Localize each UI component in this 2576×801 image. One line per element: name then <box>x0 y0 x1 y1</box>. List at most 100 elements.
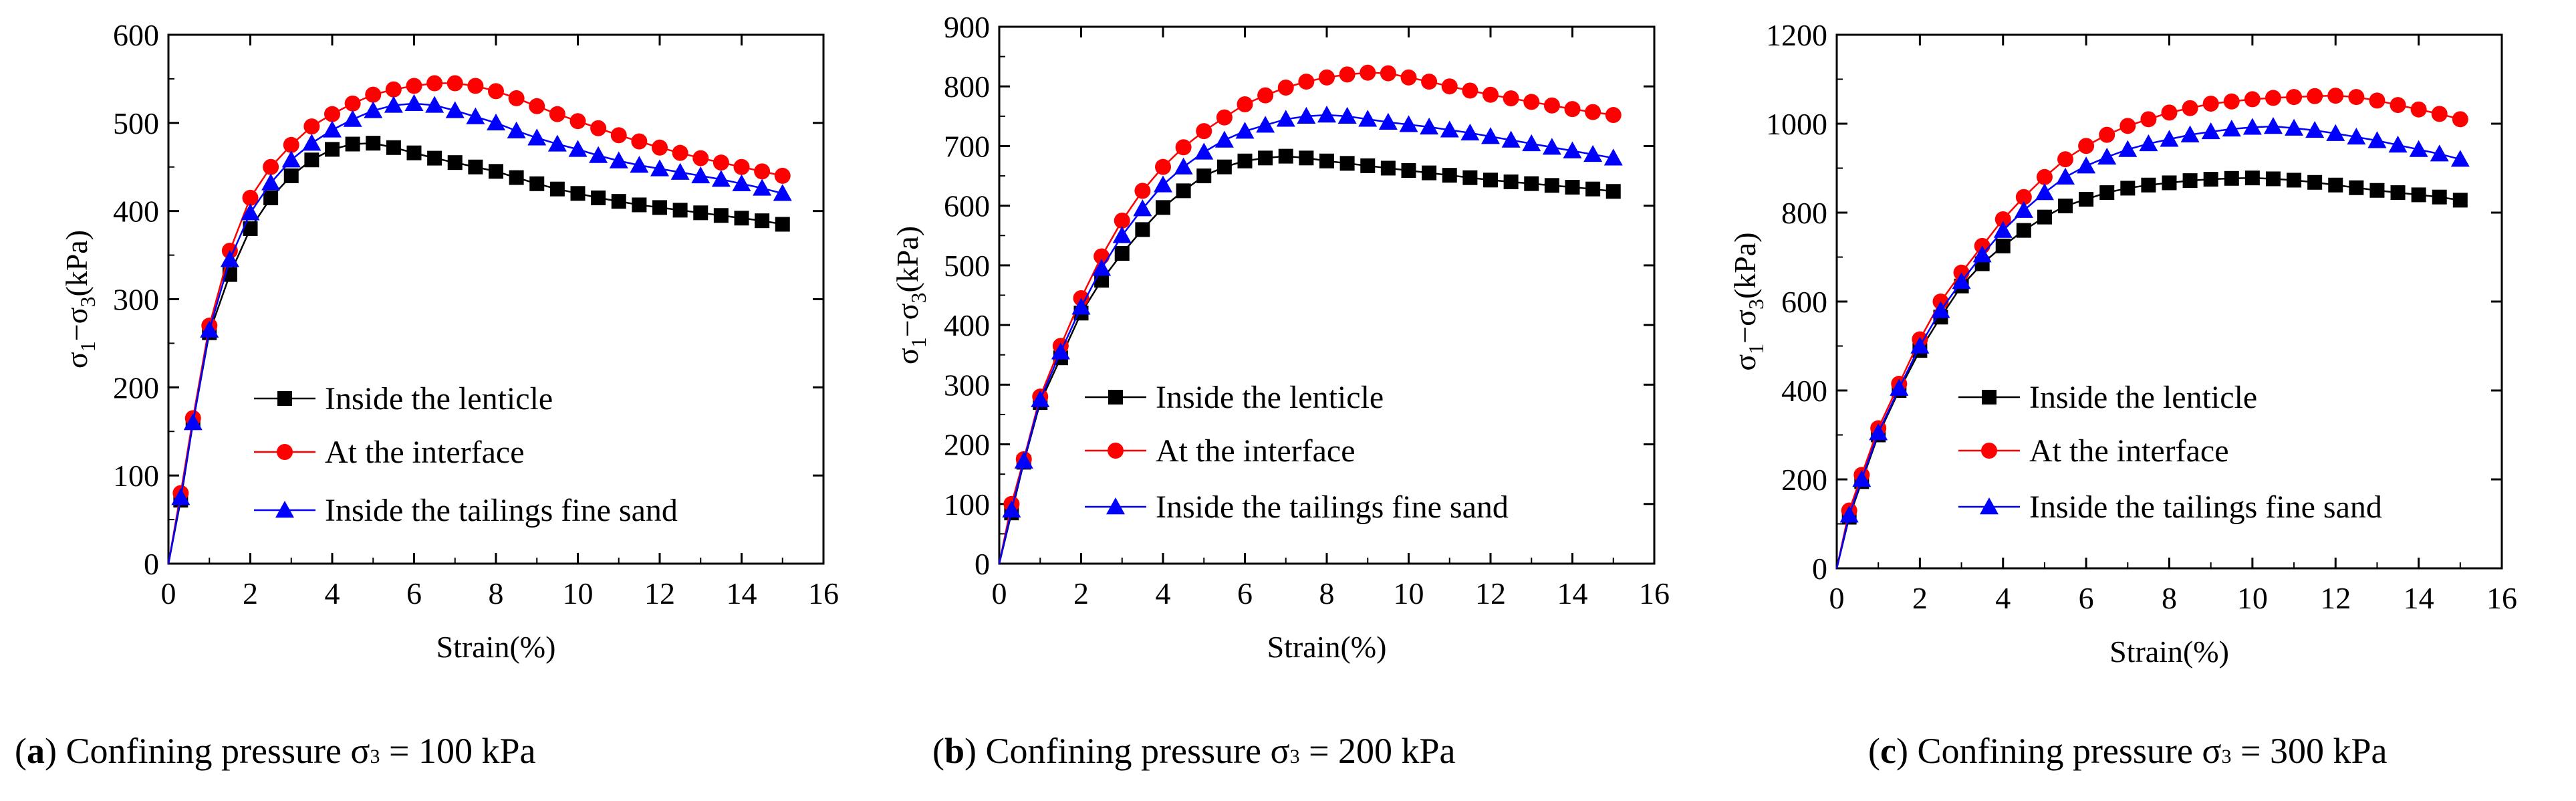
data-point <box>2182 173 2198 189</box>
data-point <box>1401 163 1416 179</box>
x-tick-label: 6 <box>1237 576 1253 610</box>
data-point <box>1380 160 1396 176</box>
y-tick-label: 600 <box>1781 285 1827 319</box>
data-point <box>283 168 299 183</box>
data-point <box>263 158 279 175</box>
data-point <box>2369 92 2386 109</box>
data-point <box>1071 298 1091 315</box>
y-tick-label: 200 <box>113 370 159 405</box>
data-point <box>2390 185 2406 201</box>
y-tick-label: 200 <box>1781 463 1827 497</box>
data-point <box>2348 89 2365 106</box>
data-point <box>652 200 667 215</box>
x-tick-label: 0 <box>161 576 176 610</box>
data-point <box>1299 150 1314 166</box>
series-line <box>167 82 783 564</box>
x-tick-label: 10 <box>1394 576 1424 610</box>
data-point <box>507 121 526 138</box>
y-tick-label: 0 <box>975 547 990 581</box>
data-point <box>2035 183 2054 201</box>
data-point <box>2223 93 2240 110</box>
data-point <box>1994 211 2011 227</box>
data-point <box>1460 123 1480 141</box>
y-tick-label: 900 <box>944 10 990 44</box>
data-point <box>1051 342 1070 360</box>
data-point <box>467 78 484 94</box>
data-point <box>2265 171 2281 187</box>
data-point <box>1002 500 1021 518</box>
data-point <box>1483 173 1498 188</box>
data-point <box>303 118 320 135</box>
data-point <box>1378 112 1398 130</box>
data-point <box>672 144 688 161</box>
data-point <box>754 163 771 180</box>
data-point <box>1339 66 1356 83</box>
data-point <box>1196 123 1212 140</box>
data-point <box>1319 69 1335 86</box>
data-point <box>445 101 465 118</box>
data-point <box>447 155 463 170</box>
data-point <box>2118 140 2138 157</box>
data-point <box>1133 199 1152 217</box>
data-point <box>427 150 442 166</box>
series-triangle <box>1835 116 2470 569</box>
data-point <box>650 159 669 177</box>
series-circle <box>998 64 1622 564</box>
data-point <box>489 164 503 179</box>
data-point <box>2430 144 2449 162</box>
x-tick-label: 16 <box>1639 576 1670 610</box>
data-point <box>466 107 485 124</box>
x-tick-label: 16 <box>808 576 839 610</box>
data-point <box>488 83 504 100</box>
x-tick-label: 6 <box>406 576 422 610</box>
caption-b: (b) Confining pressure σ3 = 200 kPa <box>932 731 1456 771</box>
data-point <box>1993 221 2013 238</box>
x-tick-label: 8 <box>2162 581 2177 615</box>
data-point <box>611 194 626 209</box>
x-tick-label: 6 <box>2079 581 2094 615</box>
data-point <box>713 208 729 223</box>
data-point <box>2305 120 2325 138</box>
data-point <box>1134 183 1151 199</box>
data-point <box>183 413 203 431</box>
data-point <box>2014 201 2033 218</box>
data-point <box>2450 150 2470 167</box>
y-tick-label: 800 <box>1781 196 1827 230</box>
x-tick-label: 14 <box>1557 576 1588 610</box>
data-point <box>1014 451 1033 469</box>
data-point <box>2203 172 2218 187</box>
data-point <box>1441 78 1458 95</box>
data-point <box>2409 140 2428 157</box>
x-tick-label: 0 <box>1829 581 1845 615</box>
data-point <box>632 197 647 213</box>
data-point <box>2347 127 2366 145</box>
series-triangle <box>998 106 1623 564</box>
data-point <box>1237 153 1253 168</box>
data-point <box>2036 168 2053 185</box>
data-point <box>691 166 711 184</box>
data-point <box>1317 106 1336 123</box>
data-point <box>2141 177 2156 193</box>
legend-label: At the interface <box>325 435 525 470</box>
data-point <box>2015 189 2032 205</box>
data-point <box>1522 134 1541 152</box>
y-tick-label: 600 <box>944 189 990 223</box>
data-point <box>2037 209 2052 225</box>
data-point <box>1440 120 1459 138</box>
data-point <box>2452 111 2468 128</box>
data-point <box>243 221 258 237</box>
data-point <box>2307 175 2323 190</box>
data-point <box>2079 192 2094 207</box>
data-point <box>2390 97 2406 114</box>
legend-label: Inside the lenticle <box>2029 380 2257 415</box>
data-point <box>1565 180 1580 195</box>
data-point <box>1174 157 1193 175</box>
data-point <box>2120 181 2136 196</box>
data-point <box>2349 180 2364 195</box>
data-point <box>2285 118 2304 136</box>
x-axis-title: Strain(%) <box>2109 635 2229 669</box>
y-tick-label: 0 <box>144 547 159 581</box>
data-point <box>2162 175 2177 191</box>
data-point <box>2286 89 2303 106</box>
chart-panel-b: 0 2 4 6 8 10 12 14 16 0 100 200 300 400 500 600 700 800 90… <box>890 10 1670 664</box>
